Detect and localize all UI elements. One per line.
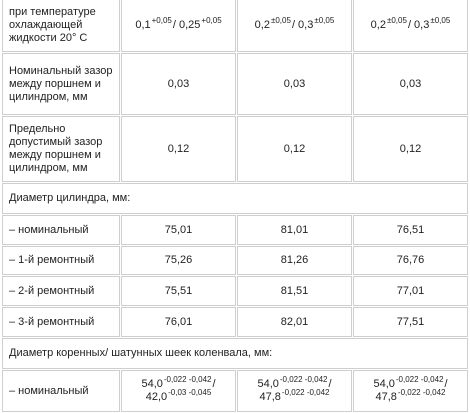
value-text: 47,8 (259, 391, 281, 403)
value-text: 0,1 (135, 18, 151, 31)
value-text: / 0,25 (172, 18, 201, 31)
value-cell: 75,51 (121, 276, 236, 306)
tolerance: ±0,05 (386, 15, 407, 25)
value-text: 42,0 (145, 391, 168, 403)
value-cell: 81,26 (237, 246, 352, 275)
tolerance: -0,022 -0,042 (279, 375, 328, 384)
value-cell: 0,03 (353, 53, 468, 115)
section-header: Диаметр цилиндра, мм: (2, 183, 468, 214)
value-text: 0,2 (370, 18, 386, 31)
value-cell: 54,0-0,022 -0,042/47,8-0,022 -0,042 (237, 370, 352, 412)
tolerance: ±0,05 (314, 15, 335, 25)
tolerance: -0,022 -0,042 (163, 375, 212, 384)
table-row: при температуре охлаждающей жидкости 20°… (2, 0, 468, 52)
value-text: / (212, 378, 216, 390)
tolerance: +0,05 (151, 15, 172, 25)
value-text: / (328, 378, 332, 390)
value-cell: 76,51 (353, 215, 468, 245)
value-cell: 81,01 (237, 215, 352, 245)
value-line: 0,2±0,05/ 0,3±0,05 (244, 15, 345, 32)
value-cell: 75,26 (121, 246, 236, 275)
value-cell: 0,03 (237, 53, 352, 115)
value-line: 47,8-0,022 -0,042 (244, 388, 345, 404)
value-text: 54,0 (257, 378, 279, 390)
value-cell: 82,01 (237, 307, 352, 337)
row-label: при температуре охлаждающей жидкости 20°… (2, 0, 120, 52)
value-cell: 54,0-0,022 -0,042/47,8-0,022 -0,042 (353, 370, 468, 412)
row-label: – 2-й ремонтный (2, 276, 120, 306)
value-cell: 0,2±0,05/ 0,3±0,05 (353, 0, 468, 52)
row-label: Номинальный зазор между поршнем и цилинд… (2, 53, 120, 115)
value-text: / (444, 378, 448, 390)
value-line: 54,0-0,022 -0,042/ (360, 375, 461, 391)
table-row: – 2-й ремонтный 75,51 81,51 77,01 (2, 276, 468, 306)
row-label: – 1-й ремонтный (2, 246, 120, 275)
value-line: 0,1+0,05/ 0,25+0,05 (128, 15, 229, 32)
row-label: – номинальный (2, 215, 120, 245)
value-cell: 77,51 (353, 307, 468, 337)
value-cell: 0,12 (353, 116, 468, 182)
value-cell: 76,76 (353, 246, 468, 275)
value-text: / 0,3 (407, 18, 430, 31)
value-text: 0,2 (254, 18, 270, 31)
tolerance: ±0,05 (270, 15, 291, 25)
row-label: – номинальный (2, 370, 120, 412)
value-cell: 0,12 (237, 116, 352, 182)
value-text: 47,8 (375, 391, 397, 403)
value-cell: 0,1+0,05/ 0,25+0,05 (121, 0, 236, 52)
tolerance: -0,022 -0,042 (397, 388, 446, 397)
row-label: Предельно допустимый зазор между поршнем… (2, 116, 120, 182)
row-label: – 3-й ремонтный (2, 307, 120, 337)
value-line: 54,0-0,022 -0,042/ (244, 375, 345, 391)
value-cell: 0,12 (121, 116, 236, 182)
value-cell: 0,03 (121, 53, 236, 115)
table-row: – 1-й ремонтный 75,26 81,26 76,76 (2, 246, 468, 275)
tolerance: -0,022 -0,042 (281, 388, 330, 397)
table-row: Диаметр коренных/ шатунных шеек коленвал… (2, 338, 468, 369)
tolerance: +0,05 (201, 15, 222, 25)
value-line: 47,8-0,022 -0,042 (360, 388, 461, 404)
tolerance: ±0,05 (430, 15, 451, 25)
value-line: 0,2±0,05/ 0,3±0,05 (360, 15, 461, 32)
table-row: Предельно допустимый зазор между поршнем… (2, 116, 468, 182)
table-row: Диаметр цилиндра, мм: (2, 183, 468, 214)
value-text: 54,0 (141, 378, 163, 390)
value-text: 54,0 (373, 378, 395, 390)
value-line: 54,0-0,022 -0,042/ (128, 375, 229, 391)
value-cell: 54,0-0,022 -0,042/42,0-0,03 -0,045 (121, 370, 236, 412)
value-cell: 75,01 (121, 215, 236, 245)
tolerance: -0,03 -0,045 (168, 388, 212, 397)
value-text: / 0,3 (291, 18, 314, 31)
table-row: – 3-й ремонтный 76,01 82,01 77,51 (2, 307, 468, 337)
value-cell: 81,51 (237, 276, 352, 306)
table-row: Номинальный зазор между поршнем и цилинд… (2, 53, 468, 115)
value-cell: 77,01 (353, 276, 468, 306)
section-header: Диаметр коренных/ шатунных шеек коленвал… (2, 338, 468, 369)
tolerance: -0,022 -0,042 (395, 375, 444, 384)
value-cell: 0,2±0,05/ 0,3±0,05 (237, 0, 352, 52)
value-cell: 76,01 (121, 307, 236, 337)
table-row: – номинальный 75,01 81,01 76,51 (2, 215, 468, 245)
value-line: 42,0-0,03 -0,045 (128, 388, 229, 404)
table-row: – номинальный 54,0-0,022 -0,042/42,0-0,03… (2, 370, 468, 412)
